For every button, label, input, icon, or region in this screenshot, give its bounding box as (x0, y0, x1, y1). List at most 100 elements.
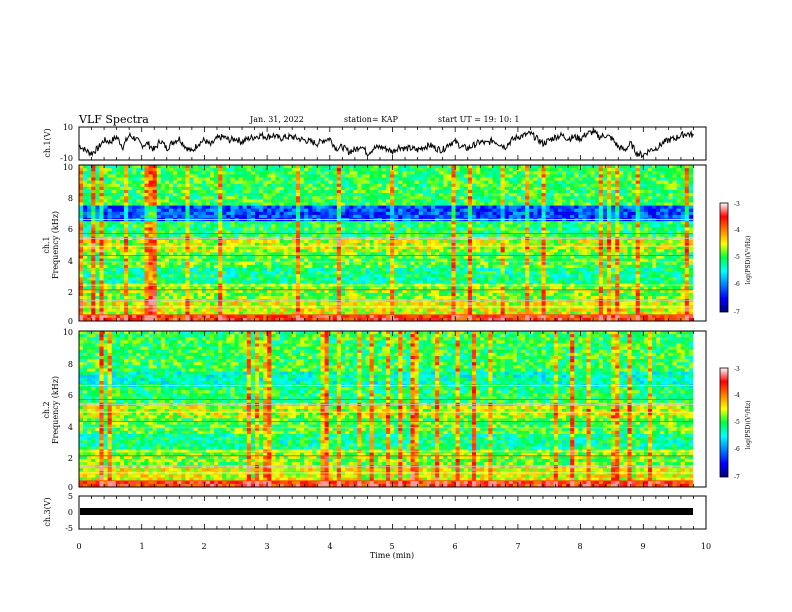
spectrogram-cell (361, 246, 366, 250)
spectrogram-cell (365, 227, 370, 231)
spectrogram-cell (222, 239, 227, 244)
spectrogram-cell (390, 292, 395, 297)
spectrogram-cell (214, 183, 219, 188)
spectrogram-cell (439, 227, 444, 231)
spectrogram-cell (279, 193, 284, 197)
spectrogram-cell (111, 308, 117, 312)
spectrogram-cell (209, 289, 215, 294)
spectrogram-cell (394, 302, 399, 306)
spectrogram-cell (226, 302, 231, 306)
spectrogram-cell (279, 264, 284, 269)
spectrogram-cell (418, 180, 424, 185)
spectrogram-cell (422, 261, 428, 266)
spectrogram-cell (300, 165, 305, 169)
spectrogram-cell (308, 211, 313, 216)
spectrogram-cell (144, 171, 149, 175)
spectrogram-cell (353, 271, 358, 275)
spectrogram-cell (169, 274, 174, 278)
spectrogram-cell (279, 189, 284, 194)
spectrogram-cell (95, 296, 100, 300)
spectrogram-cell (169, 177, 174, 181)
spectrogram-cell (357, 180, 362, 185)
spectrogram-cell (345, 183, 350, 188)
spectrogram-cell (308, 180, 313, 185)
spectrogram-cell (255, 255, 260, 259)
spectrogram-cell (320, 180, 325, 185)
spectrogram-cell (95, 317, 100, 322)
spectrogram-cell (103, 267, 108, 272)
spectrogram-cell (132, 311, 137, 316)
spectrogram-cell (148, 196, 153, 200)
spectrogram-cell (332, 205, 338, 209)
spectrogram-cell (386, 277, 391, 281)
spectrogram-cell (259, 252, 264, 256)
spectrogram-cell (304, 252, 309, 256)
spectrogram-cell (242, 258, 248, 263)
spectrogram-cell (369, 211, 375, 216)
spectrogram-cell (152, 230, 158, 234)
spectrogram-cell (332, 249, 338, 253)
spectrogram-cell (128, 174, 133, 178)
spectrogram-cell (169, 165, 174, 169)
spectrogram-cell (422, 208, 428, 213)
spectrogram-cell (422, 189, 428, 194)
spectrogram-cell (431, 252, 436, 256)
spectrogram-cell (95, 199, 100, 203)
spectrogram-cell (406, 311, 411, 316)
spectrogram-cell (177, 193, 182, 197)
spectrogram-cell (230, 196, 235, 200)
spectrogram-cell (386, 233, 391, 238)
spectrogram-cell (291, 177, 297, 181)
spectrogram-cell (193, 274, 198, 278)
spectrogram-cell (193, 264, 198, 269)
spectrogram-cell (160, 277, 166, 281)
spectrogram-cell (300, 274, 305, 278)
spectrogram-cell (255, 286, 260, 291)
spectrogram-cell (185, 221, 190, 225)
spectrogram-cell (148, 227, 153, 231)
spectrogram-cell (79, 177, 84, 181)
spectrogram-cell (255, 261, 260, 266)
spectrogram-cell (402, 311, 407, 316)
spectrogram-cell (91, 205, 96, 209)
spectrogram-cell (246, 317, 252, 322)
spectrogram-cell (250, 177, 256, 181)
spectrogram-cell (426, 196, 432, 200)
spectrogram-cell (197, 280, 203, 284)
spectrogram-cell (124, 221, 129, 225)
spectrogram-cell (263, 311, 268, 316)
spectrogram-cell (283, 196, 289, 200)
spectrogram-cell (214, 274, 219, 278)
spectrogram-cell (471, 252, 477, 256)
spectrogram-cell (283, 255, 289, 259)
spectrogram-cell (144, 261, 149, 266)
spectrogram-cell (455, 196, 460, 200)
spectrogram-cell (193, 289, 198, 294)
spectrogram-cell (173, 314, 178, 319)
spectrogram-cell (99, 202, 104, 206)
spectrogram-cell (345, 255, 350, 259)
spectrogram-cell (128, 214, 133, 219)
spectrogram-cell (193, 196, 198, 200)
spectrogram-cell (390, 211, 395, 216)
spectrogram-cell (144, 193, 149, 197)
spectrogram-cell (373, 252, 379, 256)
spectrogram-cell (250, 174, 256, 178)
spectrogram-cell (353, 246, 358, 250)
spectrogram-cell (83, 311, 88, 316)
spectrogram-cell (242, 246, 248, 250)
spectrogram-cell (124, 165, 129, 169)
spectrogram-cell (373, 186, 379, 191)
spectrogram-cell (238, 186, 244, 191)
spectrogram-cell (132, 180, 137, 185)
spectrogram-cell (119, 196, 125, 200)
spectrogram-cell (136, 296, 141, 300)
spectrogram-cell (226, 239, 231, 244)
spectrogram-cell (115, 258, 121, 263)
spectrogram-cell (128, 183, 133, 188)
spectrogram-cell (209, 199, 215, 203)
spectrogram-cell (83, 211, 88, 216)
spectrogram-cell (467, 274, 473, 278)
spectrogram-cell (87, 214, 92, 219)
spectrogram-cell (443, 317, 448, 322)
